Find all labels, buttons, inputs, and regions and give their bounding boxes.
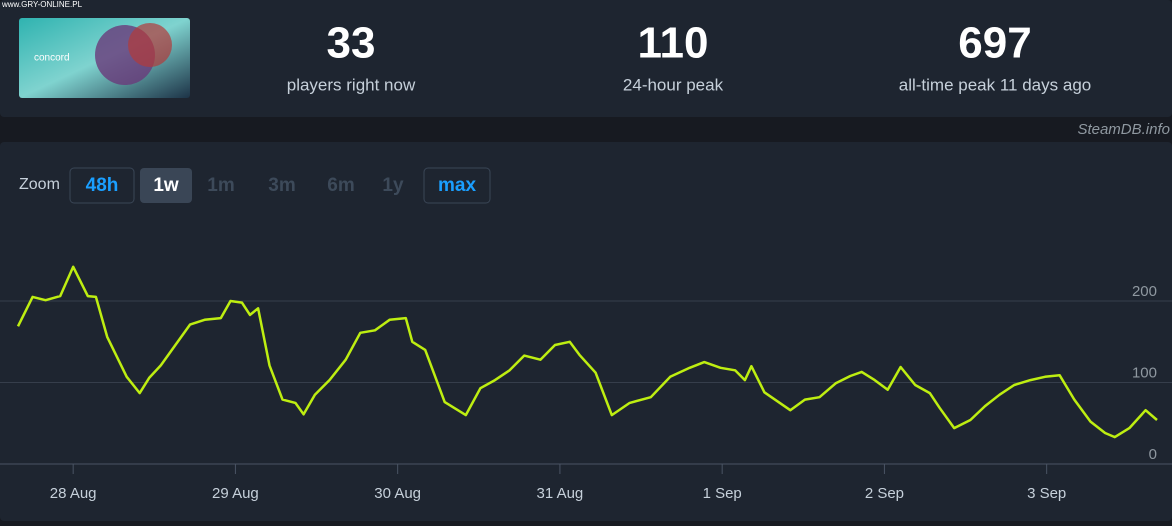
y-tick-label: 100	[1132, 364, 1157, 381]
x-tick-label: 2 Sep	[865, 485, 904, 502]
watermark: www.GRY-ONLINE.PL	[1, 0, 83, 9]
chart-card	[0, 142, 1172, 521]
zoom-buttons: 48h 1w 1m 3m 6m 1y max	[69, 167, 491, 204]
stat-label: 24-hour peak	[623, 75, 724, 94]
x-tick-label: 29 Aug	[212, 485, 259, 502]
thumbnail-label: concord	[34, 53, 70, 64]
stat-value: 697	[958, 19, 1031, 68]
button-label[interactable]: 1w	[153, 175, 179, 196]
button-label[interactable]: 1y	[382, 175, 404, 196]
zoom-button[interactable]: 1w	[140, 168, 192, 203]
x-tick-label: 30 Aug	[374, 485, 421, 502]
button-bg[interactable]	[140, 168, 192, 203]
zoom-button[interactable]: 1m	[207, 175, 234, 196]
source-label: SteamDB.info	[1077, 121, 1170, 138]
stat-label: all-time peak 11 days ago	[899, 75, 1091, 94]
stat-value: 110	[638, 19, 709, 68]
zoom-button[interactable]: 1y	[382, 175, 404, 196]
button-bg[interactable]	[423, 167, 491, 204]
zoom-button[interactable]: 3m	[268, 175, 295, 196]
x-tick-label: 3 Sep	[1027, 485, 1066, 502]
x-tick-label: 31 Aug	[537, 485, 584, 502]
thumbnail-art	[128, 23, 172, 67]
button-label[interactable]: max	[438, 175, 476, 196]
button-label[interactable]: 3m	[268, 175, 295, 196]
y-tick-label: 0	[1149, 446, 1157, 463]
plot: 0 100 200 28 Aug 29 Aug 30 Aug 31 Aug 1 Sep 2 Se…	[0, 265, 1172, 502]
button-bg[interactable]	[69, 167, 135, 204]
button-label[interactable]: 1m	[207, 175, 234, 196]
stat-label: players right now	[287, 75, 416, 94]
zoom-label: Zoom	[19, 176, 60, 193]
button-label[interactable]: 48h	[86, 175, 119, 196]
header-card	[0, 0, 1172, 117]
y-tick-label: 200	[1132, 283, 1157, 300]
series-line	[16, 265, 1158, 439]
x-tick-label: 28 Aug	[50, 485, 97, 502]
zoom-button[interactable]: 6m	[327, 175, 354, 196]
x-tick-label: 1 Sep	[703, 485, 742, 502]
zoom-button[interactable]: max	[423, 167, 491, 204]
stat-value: 33	[327, 19, 376, 68]
zoom-button[interactable]: 48h	[69, 167, 135, 204]
button-label[interactable]: 6m	[327, 175, 354, 196]
